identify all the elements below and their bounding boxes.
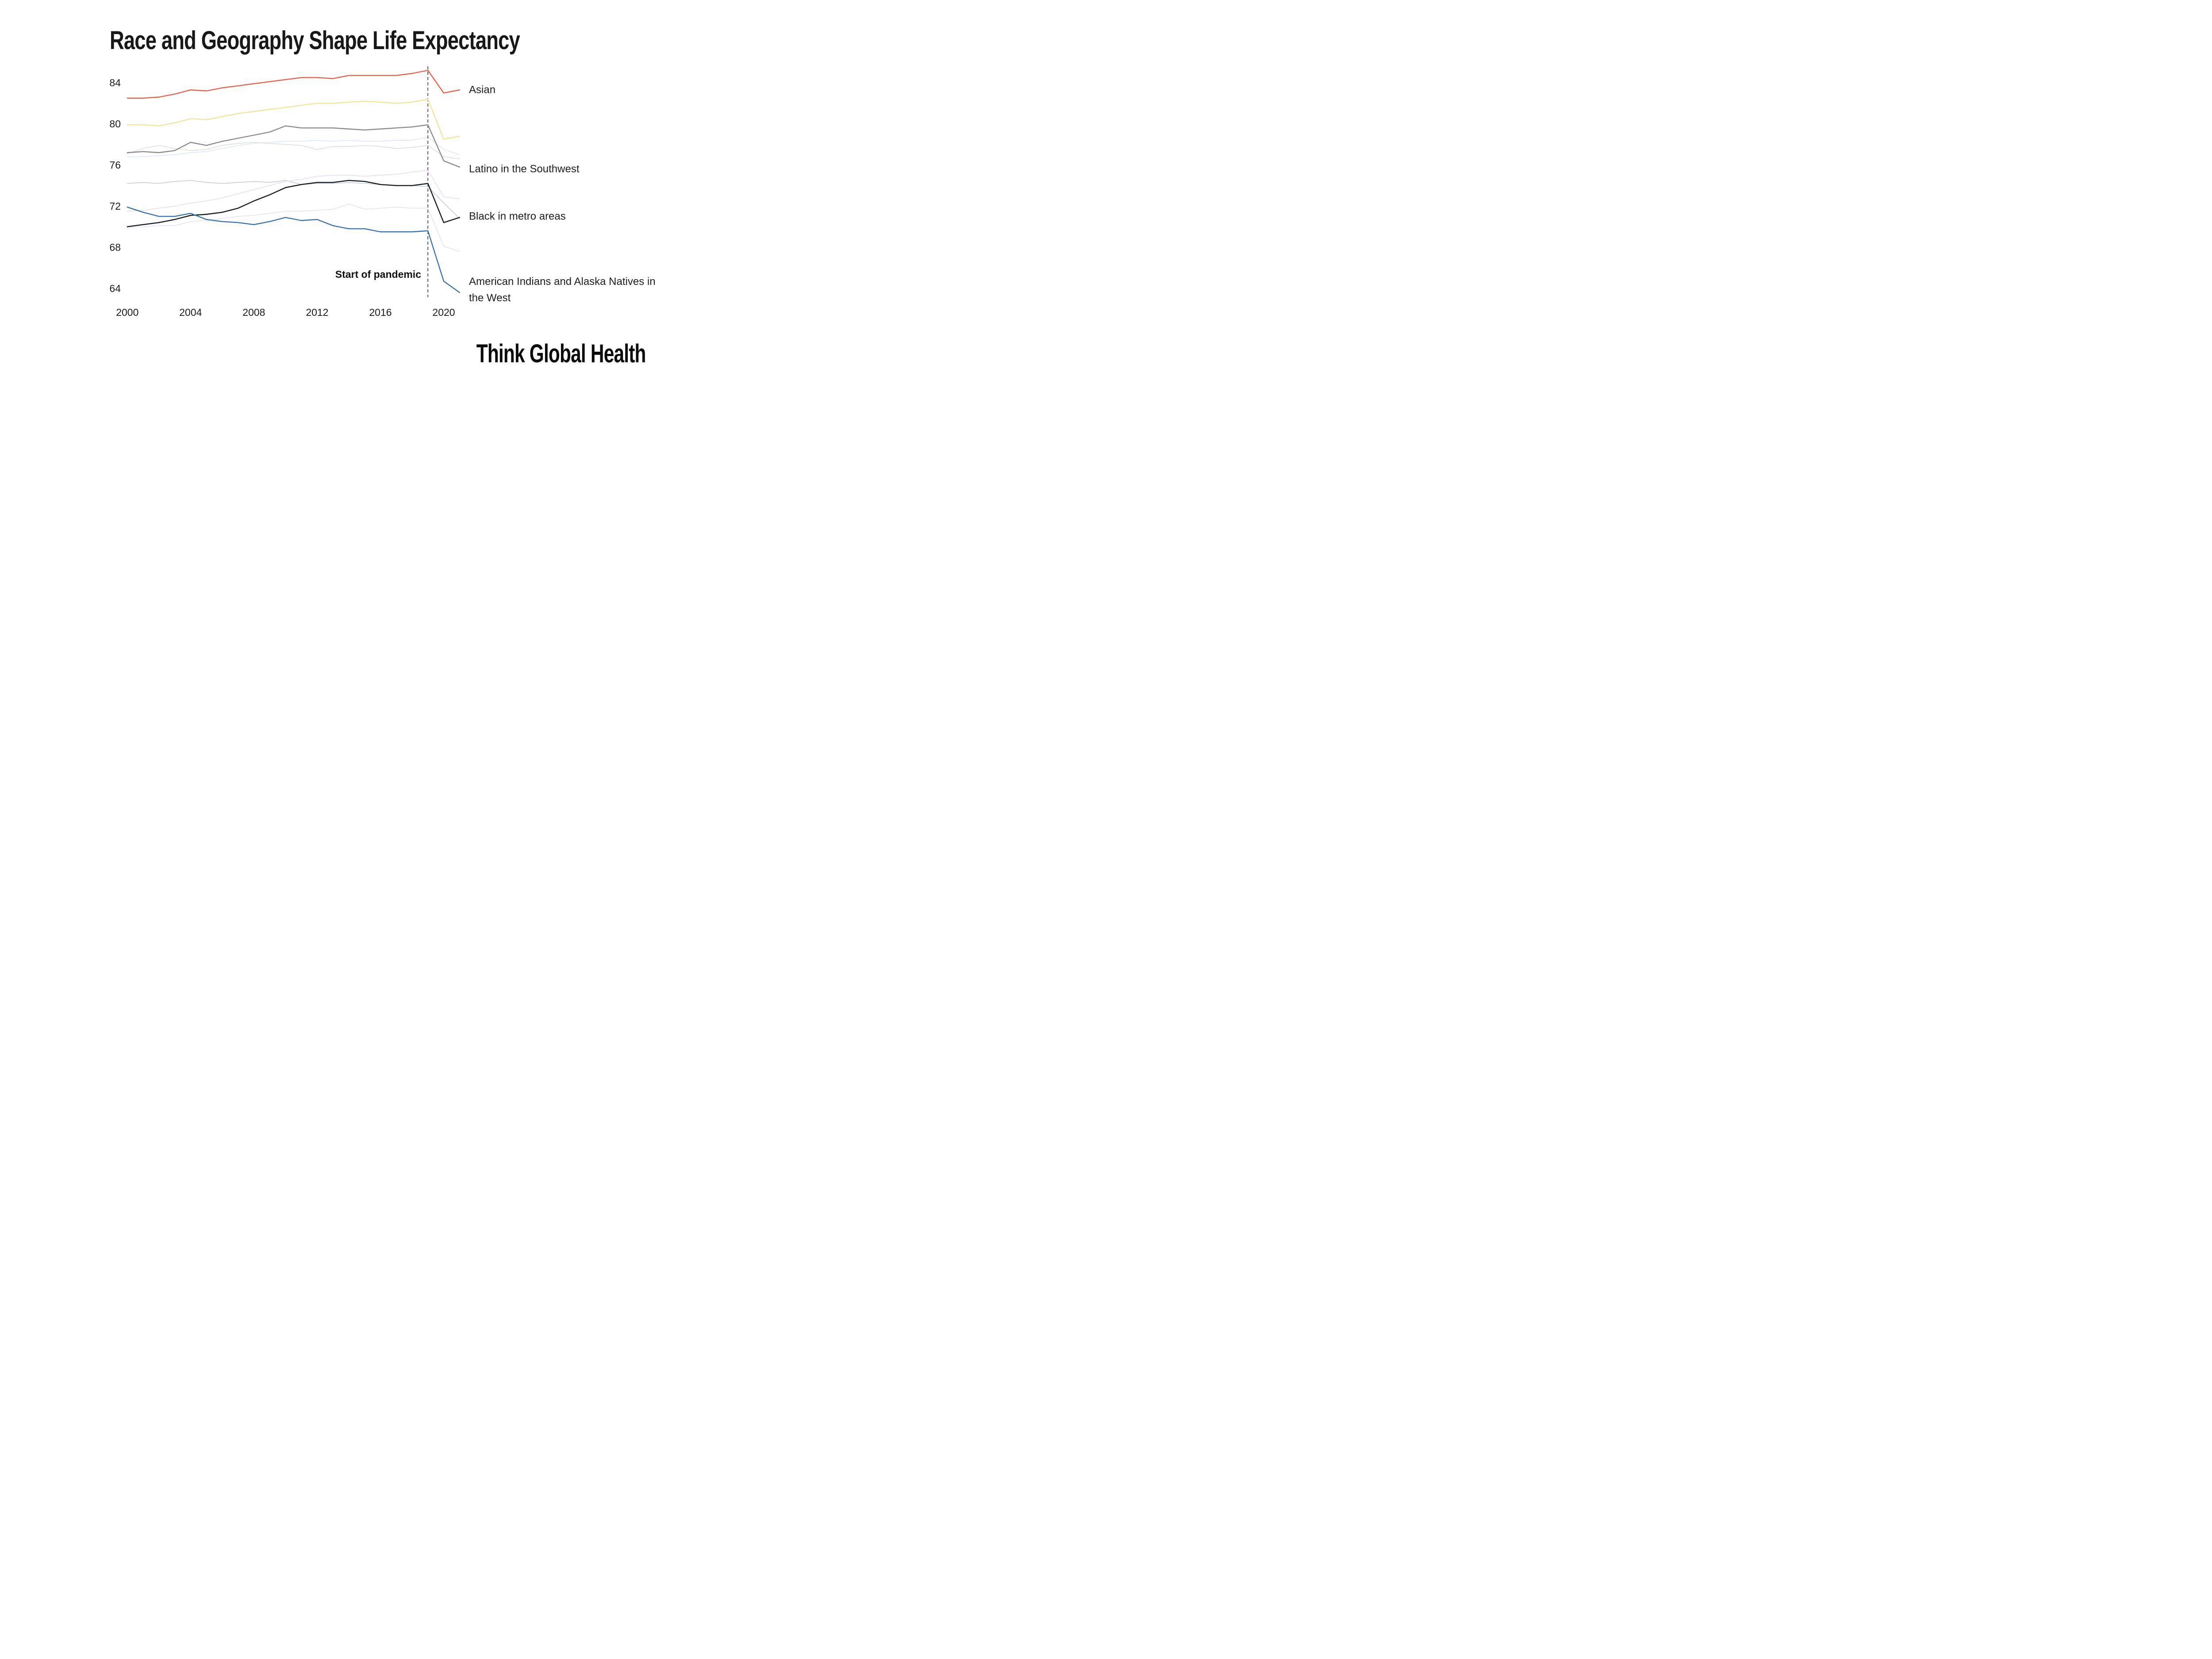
x-tick-label-2020: 2020 [432,307,455,318]
series-line-background-1 [127,137,460,157]
y-tick-label-68: 68 [109,241,121,253]
think-global-health-logo: Think Global Health [476,339,646,368]
series-line-background-4 [127,169,460,212]
series-line-aian-west [127,207,461,293]
series-line-background-5 [127,204,460,252]
legend-label-latino-southwest: Latino in the Southwest [469,163,580,175]
x-tick-label-2000: 2000 [116,307,139,318]
chart-canvas: Race and Geography Shape Life Expectancy… [0,0,681,383]
line-chart [127,66,461,297]
series-line-black-metro [127,180,461,227]
series-line-yellow-series [127,98,461,140]
x-tick-label-2004: 2004 [179,307,202,318]
legend-label-aian-west: American Indians and Alaska Natives in t… [469,276,656,304]
series-line-latino-southwest [127,124,461,168]
x-tick-label-2008: 2008 [242,307,265,318]
y-tick-label-64: 64 [109,282,121,294]
series-line-asian [127,69,461,99]
y-tick-label-76: 76 [109,159,121,171]
y-tick-label-80: 80 [109,118,121,130]
x-tick-label-2016: 2016 [369,307,392,318]
x-tick-label-2012: 2012 [306,307,329,318]
y-tick-label-72: 72 [109,200,121,212]
legend-label-asian: Asian [469,84,496,96]
legend-label-black-metro: Black in metro areas [469,210,566,223]
y-tick-label-84: 84 [109,77,121,88]
pandemic-annotation: Start of pandemic [335,269,421,280]
page-title: Race and Geography Shape Life Expectancy [110,26,520,55]
series-line-background-2 [127,142,460,159]
